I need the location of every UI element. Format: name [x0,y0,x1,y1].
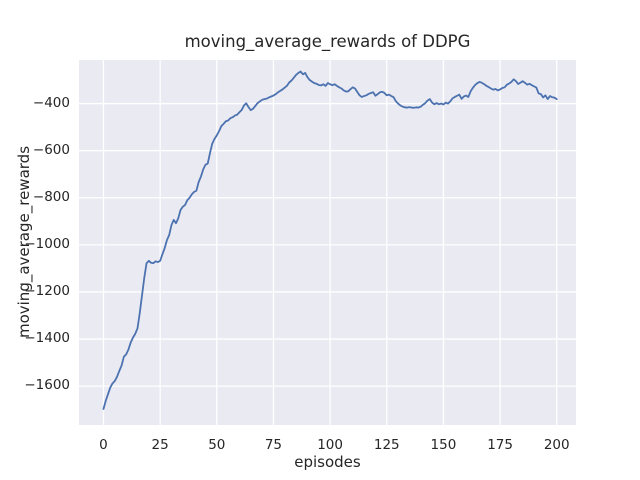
x-tick-label: 50 [208,437,226,453]
y-tick-label: −800 [32,188,70,205]
y-tick-label: −1400 [24,330,70,347]
x-tick-label: 25 [151,437,169,453]
chart-title: moving_average_rewards of DDPG [184,32,471,51]
y-tick-label: −1600 [24,377,70,394]
x-tick-label: 175 [487,437,513,453]
y-tick-label: −1200 [24,282,70,299]
y-tick-label: −600 [32,141,70,158]
plot-svg [79,60,576,425]
x-tick-label: 75 [264,437,283,453]
x-tick-label: 200 [543,437,570,453]
y-tick-label: −1000 [24,235,70,252]
plot-area [79,60,576,425]
x-tick-label: 0 [99,437,108,453]
x-tick-label: 100 [317,437,343,453]
series-line [102,70,558,410]
x-tick-label: 125 [373,437,400,453]
x-axis-label: episodes [294,453,361,471]
y-tick-label: −400 [32,94,70,111]
x-tick-label: 150 [430,437,457,453]
gridlines [79,60,576,425]
